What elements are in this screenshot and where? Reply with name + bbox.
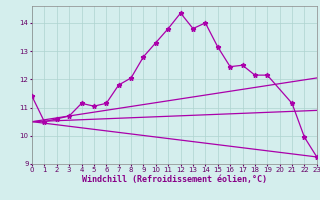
X-axis label: Windchill (Refroidissement éolien,°C): Windchill (Refroidissement éolien,°C): [82, 175, 267, 184]
